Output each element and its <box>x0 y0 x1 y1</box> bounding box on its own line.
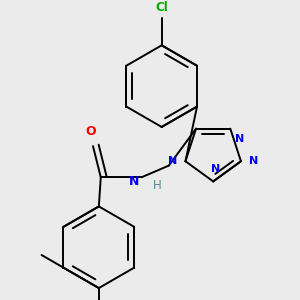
Text: Cl: Cl <box>155 1 168 14</box>
Text: N: N <box>129 175 140 188</box>
Text: N: N <box>211 164 220 174</box>
Text: N: N <box>235 134 244 145</box>
Text: N: N <box>249 156 258 166</box>
Text: O: O <box>86 125 96 138</box>
Text: N: N <box>168 156 178 166</box>
Text: H: H <box>153 178 162 191</box>
